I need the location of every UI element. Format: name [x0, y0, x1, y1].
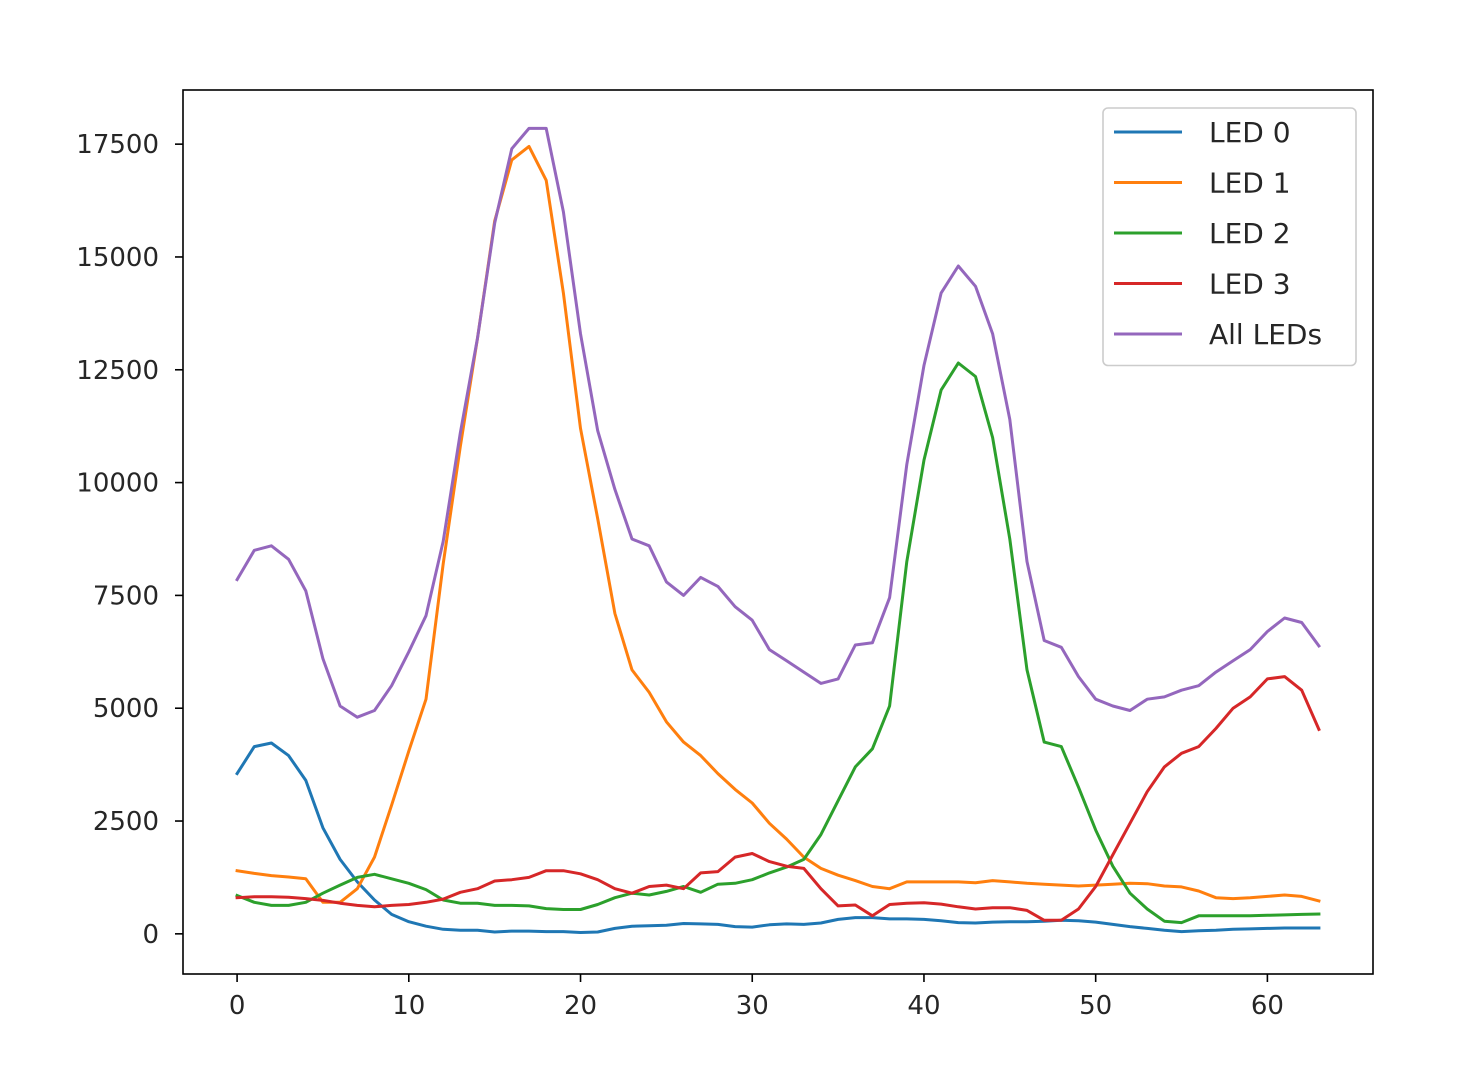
- y-tick-label: 2500: [93, 807, 159, 837]
- x-tick-label: 30: [736, 991, 769, 1021]
- y-tick-label: 5000: [93, 694, 159, 724]
- x-tick-label: 40: [907, 991, 940, 1021]
- series-layer: [235, 126, 1321, 934]
- axes: 0 10 20 30 40 50 60 0 2500 5000 7500 10000 12500 1500…: [76, 130, 1284, 1021]
- legend-label: LED 2: [1209, 217, 1291, 250]
- x-tick-label: 50: [1079, 991, 1112, 1021]
- legend-label: LED 3: [1209, 268, 1291, 301]
- y-tick-label: 12500: [76, 356, 159, 386]
- legend-label: LED 0: [1209, 116, 1291, 149]
- plot-frame: [182, 89, 1374, 975]
- legend-box: [1102, 107, 1357, 367]
- series-line-2: [235, 144, 1321, 904]
- legend-label: All LEDs: [1209, 318, 1322, 351]
- y-tick-label: 17500: [76, 130, 159, 160]
- series-line-1: [235, 741, 1321, 934]
- x-tick-label: 60: [1251, 991, 1284, 1021]
- y-tick-label: 7500: [93, 581, 159, 611]
- y-tick-label: 15000: [76, 243, 159, 273]
- y-tick-label: 10000: [76, 469, 159, 499]
- x-tick-label: 10: [392, 991, 425, 1021]
- x-tick-label: 20: [564, 991, 597, 1021]
- series-line-4: [235, 675, 1321, 922]
- y-tick-label: 0: [142, 920, 159, 950]
- series-line-5: [235, 126, 1321, 719]
- x-tick-label: 0: [229, 991, 246, 1021]
- legend-label: LED 1: [1209, 167, 1291, 200]
- legend: LED 0 LED 1 LED 2 LED 3 All LEDs: [1102, 107, 1357, 367]
- series-line-3: [235, 361, 1321, 925]
